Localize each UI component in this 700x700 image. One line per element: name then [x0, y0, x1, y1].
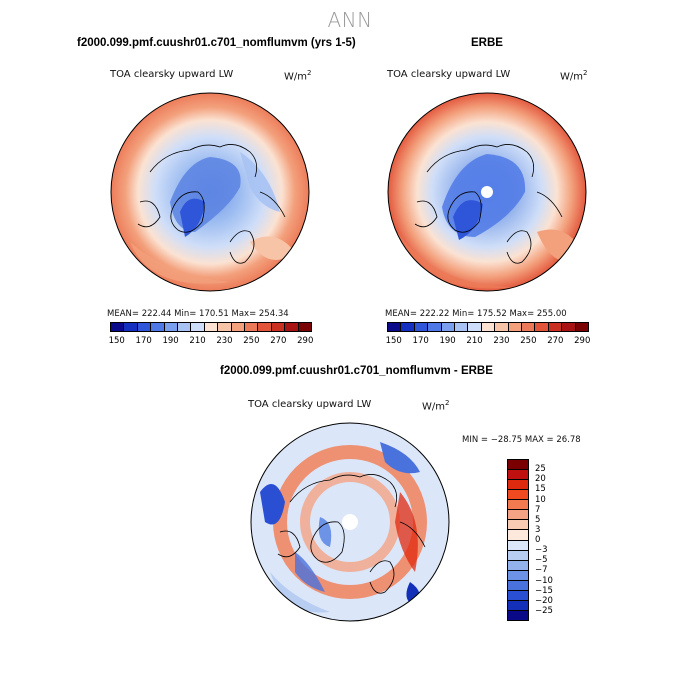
panel-2-variable: TOA clearsky upward LW: [387, 69, 511, 80]
colorbar-swatch: [522, 323, 536, 331]
colorbar-tick-label: 190: [439, 336, 456, 346]
panel-2-stats: MEAN= 222.22 Min= 175.52 Max= 255.00: [385, 309, 567, 319]
colorbar-swatch: [495, 323, 509, 331]
colorbar-tick-label: 150: [385, 336, 402, 346]
main-title: ANN: [327, 8, 373, 32]
colorbar-tick-label: −20: [535, 595, 553, 606]
colorbar-swatch: [508, 510, 528, 521]
panel-1-units: W/m2: [284, 69, 312, 83]
colorbar-tick-label: 10: [535, 494, 546, 505]
colorbar-tick-label: 250: [520, 336, 537, 346]
panel-1-map: [110, 92, 310, 292]
colorbar-tick-label: −3: [535, 545, 548, 556]
colorbar-swatch: [508, 470, 528, 481]
colorbar-swatch: [204, 323, 219, 331]
panel-1-title: f2000.099.pmf.cuushr01.c701_nomflumvm (y…: [77, 37, 356, 49]
colorbar-swatch: [137, 323, 152, 331]
panel-3-colorbar-ticks: 25 20 15 10 7 5 3 0 −3 −5 −7 −10 −15 −20 −25: [535, 459, 565, 621]
colorbar-swatch: [285, 323, 299, 331]
colorbar-swatch: [298, 323, 312, 331]
panel-3-colorbar: [507, 459, 529, 621]
colorbar-swatch: [508, 490, 528, 501]
colorbar-swatch: [508, 530, 528, 541]
colorbar-swatch: [508, 610, 528, 620]
colorbar-tick-label: 190: [162, 336, 179, 346]
colorbar-tick-label: −5: [535, 555, 548, 566]
colorbar-swatch: [191, 323, 205, 331]
colorbar-swatch: [508, 570, 528, 581]
colorbar-swatch: [481, 323, 496, 331]
colorbar-swatch: [164, 323, 179, 331]
panel-3-title: f2000.099.pmf.cuushr01.c701_nomflumvm - …: [220, 365, 493, 377]
panel-3-map: [250, 422, 450, 622]
colorbar-swatch: [508, 323, 523, 331]
panel-1-variable: TOA clearsky upward LW: [110, 69, 234, 80]
colorbar-tick-label: −10: [535, 575, 553, 586]
colorbar-swatch: [508, 580, 528, 591]
colorbar-swatch: [151, 323, 165, 331]
panel-1-stats: MEAN= 222.44 Min= 170.51 Max= 254.34: [107, 309, 289, 319]
colorbar-swatch: [575, 323, 589, 331]
colorbar-tick-label: 20: [535, 474, 546, 485]
colorbar-swatch: [428, 323, 442, 331]
colorbar-swatch: [508, 480, 528, 491]
colorbar-tick-label: −15: [535, 585, 553, 596]
panel-3-units: W/m2: [422, 399, 450, 413]
colorbar-swatch: [508, 590, 528, 601]
colorbar-swatch: [111, 323, 125, 331]
colorbar-tick-label: 170: [135, 336, 152, 346]
colorbar-swatch: [548, 323, 563, 331]
panel-2-colorbar-ticks: 150 170 190 210 230 250 270 290: [385, 336, 591, 348]
panel-1-colorbar-ticks: 150 170 190 210 230 250 270 290: [108, 336, 314, 348]
colorbar-tick-label: 170: [412, 336, 429, 346]
colorbar-swatch: [231, 323, 246, 331]
colorbar-swatch: [455, 323, 469, 331]
panel-2-units: W/m2: [560, 69, 588, 83]
panel-2-map: [387, 92, 587, 292]
colorbar-tick-label: 7: [535, 504, 541, 515]
colorbar-tick-label: 230: [216, 336, 233, 346]
colorbar-swatch: [388, 323, 402, 331]
panel-2-colorbar: [387, 322, 589, 332]
colorbar-tick-label: 15: [535, 484, 546, 495]
colorbar-tick-label: 270: [547, 336, 564, 346]
colorbar-swatch: [508, 540, 528, 551]
panel-3-stats: MIN = −28.75 MAX = 26.78: [462, 435, 581, 445]
colorbar-swatch: [508, 550, 528, 561]
colorbar-swatch: [124, 323, 138, 331]
colorbar-tick-label: 290: [574, 336, 591, 346]
colorbar-swatch: [218, 323, 232, 331]
colorbar-tick-label: 290: [297, 336, 314, 346]
colorbar-tick-label: 270: [270, 336, 287, 346]
colorbar-tick-label: 5: [535, 514, 541, 525]
panel-3-variable: TOA clearsky upward LW: [248, 399, 372, 410]
colorbar-swatch: [535, 323, 549, 331]
colorbar-swatch: [271, 323, 286, 331]
colorbar-tick-label: 210: [466, 336, 483, 346]
colorbar-tick-label: 150: [108, 336, 125, 346]
colorbar-swatch: [508, 460, 528, 471]
colorbar-tick-label: −25: [535, 605, 553, 616]
colorbar-tick-label: 250: [243, 336, 260, 346]
colorbar-tick-label: 230: [493, 336, 510, 346]
colorbar-swatch: [245, 323, 259, 331]
colorbar-swatch: [508, 520, 528, 531]
colorbar-swatch: [414, 323, 429, 331]
colorbar-swatch: [258, 323, 272, 331]
panel-2-title: ERBE: [471, 37, 503, 49]
colorbar-tick-label: 25: [535, 464, 546, 475]
colorbar-tick-label: 210: [189, 336, 206, 346]
colorbar-tick-label: −7: [535, 565, 548, 576]
colorbar-swatch: [441, 323, 456, 331]
colorbar-tick-label: 3: [535, 524, 541, 535]
colorbar-swatch: [508, 600, 528, 611]
colorbar-swatch: [401, 323, 415, 331]
colorbar-swatch: [178, 323, 192, 331]
colorbar-swatch: [508, 560, 528, 571]
panel-1-colorbar: [110, 322, 312, 332]
colorbar-tick-label: 0: [535, 535, 541, 545]
colorbar-swatch: [508, 500, 528, 511]
colorbar-swatch: [468, 323, 482, 331]
colorbar-swatch: [562, 323, 576, 331]
